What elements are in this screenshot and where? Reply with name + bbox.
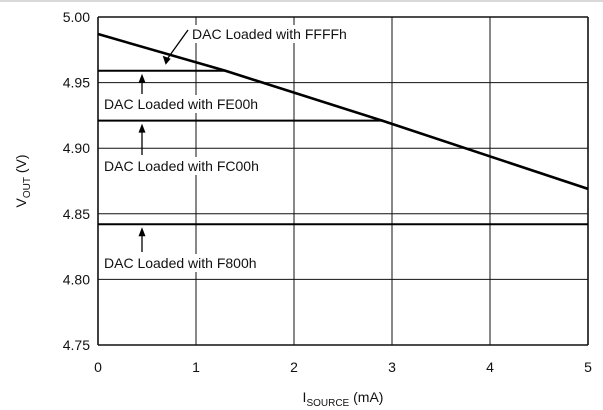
annotation-arrow-head: [162, 55, 171, 65]
y-tick-label: 4.75: [63, 337, 90, 353]
annotation-backing: [101, 254, 260, 272]
y-tick-label: 4.90: [63, 140, 90, 156]
annotation-arrow-head: [138, 73, 146, 83]
x-tick-label: 0: [94, 359, 102, 375]
annotation-arrow-head: [138, 227, 146, 237]
annotation-arrow-head: [138, 123, 146, 133]
annotation-label: DAC Loaded with FFFFh: [192, 26, 347, 42]
x-tick-label: 2: [290, 359, 298, 375]
y-axis-label: VOUT (V): [13, 154, 33, 207]
annotation-backing: [101, 157, 262, 175]
y-tick-label: 4.95: [63, 75, 90, 91]
x-tick-label: 3: [388, 359, 396, 375]
grid-layer: [97, 16, 589, 346]
x-tick-label: 4: [486, 359, 494, 375]
y-tick-label: 4.80: [63, 271, 90, 287]
x-tick-label: 5: [584, 359, 592, 375]
top-rule: [0, 0, 603, 2]
annotation-label: DAC Loaded with F800h: [104, 255, 257, 271]
x-tick-label: 1: [192, 359, 200, 375]
annotation-label: DAC Loaded with FC00h: [104, 158, 259, 174]
annotation-arrow-line: [166, 29, 189, 61]
x-axis-label: ISOURCE (mA): [303, 389, 384, 409]
annotation-label: DAC Loaded with FE00h: [104, 96, 258, 112]
y-tick-label: 5.00: [63, 9, 90, 25]
tick-label-layer: 0 1 2 3 4 5 5.00 4.95 4.90 4.85 4.80 4.75: [63, 9, 592, 375]
series-line-2: [98, 119, 589, 190]
annotation-backing: [101, 95, 262, 113]
annotation-backing: [189, 25, 350, 43]
y-tick-label: 4.85: [63, 206, 90, 222]
annotation-layer: DAC Loaded with FFFFh DAC Loaded with FE0…: [101, 25, 350, 272]
series-layer: [97, 32, 589, 226]
